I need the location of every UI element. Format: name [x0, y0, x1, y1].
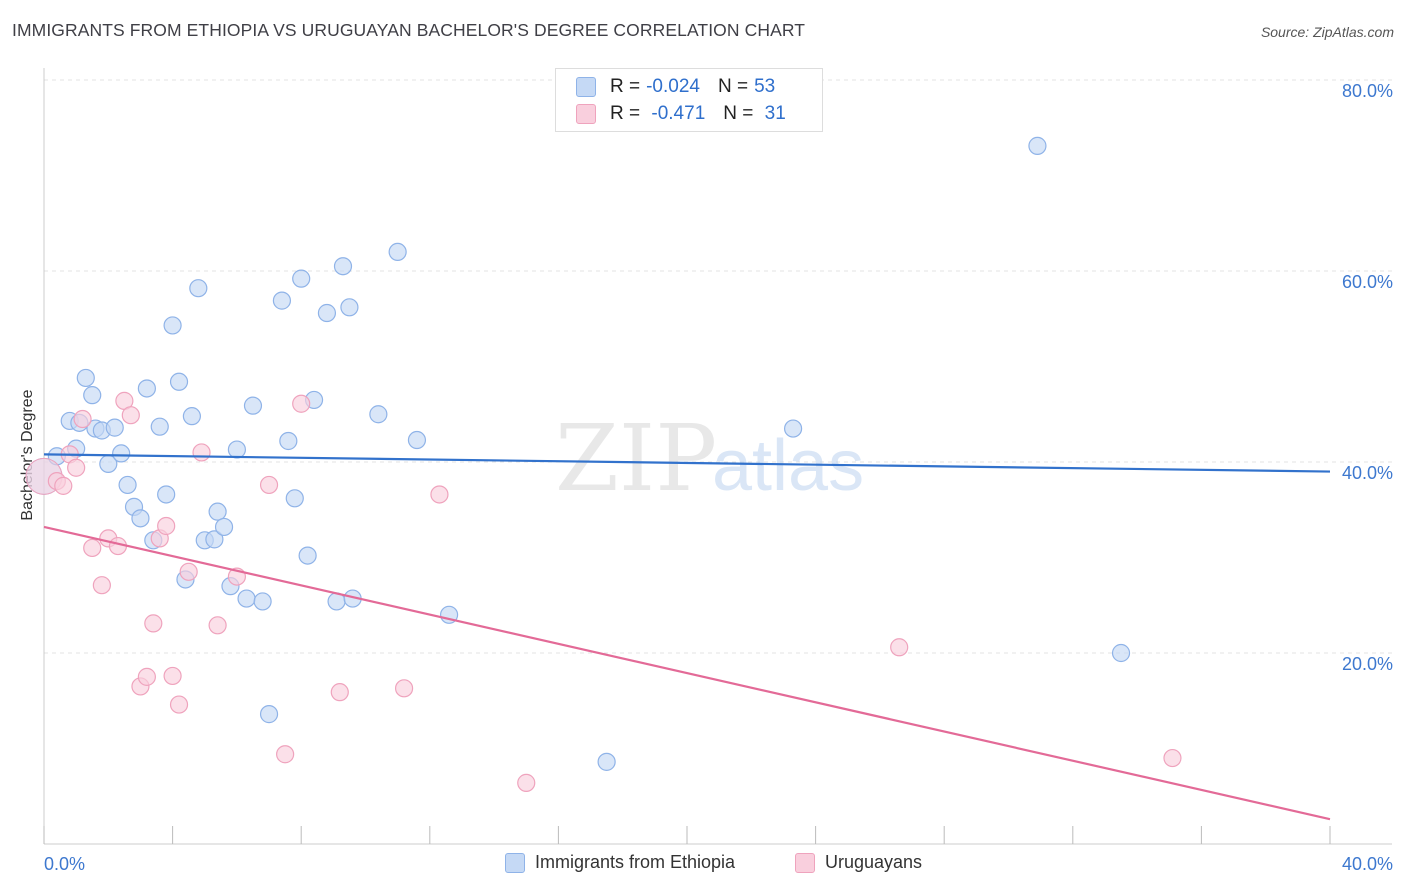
pink-data-point: [259, 475, 279, 495]
blue-data-point: [237, 589, 256, 608]
blue-data-point: [189, 279, 208, 298]
blue-data-point: [272, 291, 292, 310]
pink-data-point: [157, 516, 176, 536]
blue-data-point: [76, 368, 95, 388]
blue-data-point: [163, 316, 182, 335]
blue-data-point: [227, 440, 246, 459]
legend-swatch-blue: [576, 77, 596, 97]
y-tick-label: 60.0%: [1342, 272, 1393, 292]
blue-data-point: [214, 517, 234, 537]
blue-data-point: [105, 418, 124, 437]
pink-data-point: [144, 614, 163, 633]
blue-data-point: [243, 396, 263, 415]
watermark-zip: ZIP: [555, 405, 717, 512]
legend-n-label: N =: [717, 76, 749, 97]
blue-trend-line: [43, 453, 1331, 473]
pink-data-point: [430, 485, 449, 504]
blue-data-point: [205, 530, 224, 549]
blue-data-point: [118, 475, 137, 495]
pink-data-point: [179, 562, 198, 581]
legend-r-label: R =: [610, 76, 641, 97]
blue-data-point: [83, 386, 102, 405]
pink-data-point: [208, 616, 227, 635]
blue-data-point: [298, 546, 317, 565]
pink-data-point: [1163, 748, 1182, 768]
pink-data-point: [92, 576, 111, 595]
blue-data-point: [285, 489, 304, 508]
blue-data-point: [169, 372, 189, 391]
pink-data-point: [394, 679, 414, 698]
pink-data-point: [517, 773, 536, 792]
legend-swatch-pink: [576, 104, 596, 124]
pink-data-point: [276, 745, 295, 764]
pink-data-point: [169, 695, 189, 714]
pink-data-point: [292, 394, 311, 413]
y-tick-label: 20.0%: [1342, 654, 1393, 674]
blue-data-point: [253, 592, 272, 611]
blue-data-point: [333, 257, 353, 276]
x-tick-label: 0.0%: [44, 854, 85, 874]
blue-data-point: [783, 419, 803, 438]
bottom-legend-label: Immigrants from Ethiopia: [535, 852, 736, 872]
blue-data-point: [157, 485, 176, 504]
pink-data-point: [67, 458, 86, 477]
blue-data-point: [259, 705, 279, 724]
chart-title: IMMIGRANTS FROM ETHIOPIA VS URUGUAYAN BA…: [12, 20, 806, 40]
blue-data-point: [340, 298, 359, 317]
source-credit: Source: ZipAtlas.com: [1260, 24, 1394, 40]
blue-data-point: [407, 430, 427, 450]
correlation-legend: R = -0.024 N = 53 R = -0.471 N = 31: [555, 68, 823, 132]
pink-data-point: [163, 666, 182, 686]
blue-data-point: [597, 752, 616, 771]
blue-data-point: [369, 405, 388, 424]
legend-r-value: -0.471: [646, 103, 706, 124]
bottom-legend-swatch-blue: [505, 852, 525, 873]
blue-data-point: [137, 379, 156, 398]
pink-data-point: [121, 406, 140, 425]
pink-data-point: [73, 409, 92, 429]
bottom-legend-uruguayans: Uruguayans: [795, 852, 922, 873]
legend-n-value: 53: [754, 76, 776, 97]
legend-row-uruguayans: R = -0.471 N = 31: [576, 102, 786, 126]
pink-trend-line: [43, 525, 1331, 821]
blue-data-point: [131, 509, 150, 528]
pink-data-point: [83, 538, 102, 558]
pink-data-point: [192, 443, 211, 462]
blue-data-point: [317, 303, 337, 323]
blue-data-point: [208, 502, 227, 521]
pink-data-point: [890, 638, 909, 657]
y-tick-label: 80.0%: [1342, 81, 1393, 101]
legend-n-label: N =: [723, 103, 754, 124]
blue-data-point: [1111, 643, 1131, 663]
legend-n-value: 31: [759, 103, 786, 124]
legend-row-ethiopia: R = -0.024 N = 53: [576, 75, 775, 99]
blue-data-point: [150, 417, 169, 436]
blue-data-point: [1028, 136, 1047, 155]
pink-data-point: [54, 476, 73, 495]
blue-data-point: [112, 444, 131, 463]
x-tick-label: 40.0%: [1342, 854, 1393, 874]
y-tick-label: 40.0%: [1342, 463, 1393, 483]
bottom-legend-swatch-pink: [795, 852, 815, 873]
blue-data-point: [292, 269, 311, 288]
bottom-legend-ethiopia: Immigrants from Ethiopia: [505, 852, 735, 873]
pink-data-point: [330, 683, 349, 702]
bottom-legend-label: Uruguayans: [825, 852, 923, 872]
pink-data-point: [137, 667, 156, 686]
legend-r-label: R =: [610, 103, 641, 124]
blue-data-point: [279, 431, 298, 451]
legend-r-value: -0.024: [646, 76, 700, 97]
blue-data-point: [388, 242, 407, 261]
blue-data-point: [182, 407, 201, 426]
